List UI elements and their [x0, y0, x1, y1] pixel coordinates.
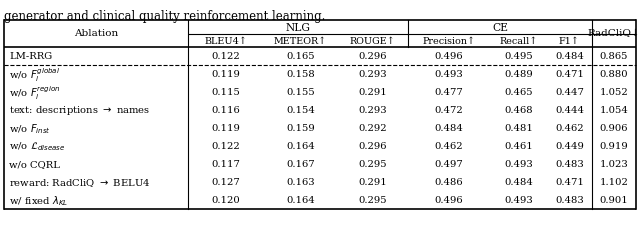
Text: 1.023: 1.023 [600, 160, 628, 169]
Text: 0.493: 0.493 [504, 196, 533, 205]
Text: text: descriptions $\rightarrow$ names: text: descriptions $\rightarrow$ names [9, 104, 150, 117]
Text: 0.906: 0.906 [600, 124, 628, 133]
Text: 0.116: 0.116 [212, 106, 241, 115]
Text: 0.119: 0.119 [212, 70, 241, 79]
Text: 0.122: 0.122 [212, 142, 241, 151]
Text: 0.484: 0.484 [504, 178, 533, 187]
Text: BLEU4↑: BLEU4↑ [205, 37, 248, 46]
Text: 0.477: 0.477 [435, 88, 463, 97]
Text: 0.465: 0.465 [504, 88, 533, 97]
Text: 0.292: 0.292 [358, 124, 387, 133]
Text: 0.295: 0.295 [358, 196, 387, 205]
Text: 0.296: 0.296 [358, 142, 387, 151]
Text: 1.102: 1.102 [600, 178, 628, 187]
Text: 0.295: 0.295 [358, 160, 387, 169]
Text: 0.496: 0.496 [435, 196, 463, 205]
Text: 0.462: 0.462 [555, 124, 584, 133]
Text: 0.155: 0.155 [286, 88, 315, 97]
Text: 0.496: 0.496 [435, 52, 463, 61]
Text: 0.122: 0.122 [212, 52, 241, 61]
Text: w/o $F_l^{region}$: w/o $F_l^{region}$ [9, 84, 60, 102]
Text: 0.164: 0.164 [286, 196, 315, 205]
Text: 0.493: 0.493 [435, 70, 463, 79]
Text: 0.296: 0.296 [358, 52, 387, 61]
Text: Ablation: Ablation [74, 29, 118, 38]
Text: 0.444: 0.444 [555, 106, 584, 115]
Text: 0.901: 0.901 [600, 196, 628, 205]
Text: 0.484: 0.484 [555, 52, 584, 61]
Text: F1↑: F1↑ [559, 37, 580, 46]
Text: 0.483: 0.483 [555, 160, 584, 169]
Text: generator and clinical quality reinforcement learning.: generator and clinical quality reinforce… [4, 10, 325, 23]
Text: 0.117: 0.117 [212, 160, 241, 169]
Text: ROUGE↑: ROUGE↑ [349, 37, 396, 46]
Text: NLG: NLG [285, 23, 310, 33]
Text: 0.919: 0.919 [600, 142, 628, 151]
Text: 0.865: 0.865 [600, 52, 628, 61]
Text: 0.115: 0.115 [212, 88, 241, 97]
Text: 0.293: 0.293 [358, 70, 387, 79]
Text: 0.880: 0.880 [600, 70, 628, 79]
Text: 0.119: 0.119 [212, 124, 241, 133]
Text: 0.471: 0.471 [555, 178, 584, 187]
Text: LM-RRG: LM-RRG [9, 52, 52, 61]
Text: 0.495: 0.495 [504, 52, 533, 61]
Text: Precision↑: Precision↑ [422, 37, 476, 46]
Text: 0.468: 0.468 [504, 106, 533, 115]
Text: 0.493: 0.493 [504, 160, 533, 169]
Text: 0.447: 0.447 [555, 88, 584, 97]
Text: 1.054: 1.054 [600, 106, 628, 115]
Text: 0.472: 0.472 [435, 106, 463, 115]
Text: w/o CQRL: w/o CQRL [9, 160, 60, 169]
Text: 0.164: 0.164 [286, 142, 315, 151]
Text: w/o $F_l^{global}$: w/o $F_l^{global}$ [9, 66, 60, 84]
Text: w/ fixed $\lambda_{KL}$: w/ fixed $\lambda_{KL}$ [9, 194, 68, 208]
Text: CE: CE [492, 23, 508, 33]
Text: 0.158: 0.158 [286, 70, 315, 79]
Text: 0.483: 0.483 [555, 196, 584, 205]
Text: 0.291: 0.291 [358, 178, 387, 187]
Text: 0.462: 0.462 [435, 142, 463, 151]
Text: RadCliQ↓: RadCliQ↓ [588, 29, 640, 38]
Text: 0.484: 0.484 [435, 124, 463, 133]
Text: 0.293: 0.293 [358, 106, 387, 115]
Text: 0.159: 0.159 [286, 124, 315, 133]
Text: 0.163: 0.163 [286, 178, 315, 187]
Text: 0.127: 0.127 [212, 178, 241, 187]
Text: 0.120: 0.120 [212, 196, 241, 205]
Text: METEOR↑: METEOR↑ [274, 37, 327, 46]
Text: 0.497: 0.497 [435, 160, 463, 169]
Text: 0.449: 0.449 [555, 142, 584, 151]
Text: 1.052: 1.052 [600, 88, 628, 97]
Text: 0.167: 0.167 [286, 160, 315, 169]
Text: reward: RadCliQ $\rightarrow$ BELU4: reward: RadCliQ $\rightarrow$ BELU4 [9, 177, 150, 189]
Text: 0.486: 0.486 [435, 178, 463, 187]
Text: 0.461: 0.461 [504, 142, 533, 151]
Text: 0.291: 0.291 [358, 88, 387, 97]
Text: Recall↑: Recall↑ [499, 37, 538, 46]
Text: 0.471: 0.471 [555, 70, 584, 79]
Text: w/o $\mathcal{L}_{disease}$: w/o $\mathcal{L}_{disease}$ [9, 140, 65, 153]
Text: 0.481: 0.481 [504, 124, 533, 133]
Text: w/o $F_{inst}$: w/o $F_{inst}$ [9, 122, 51, 136]
Text: 0.165: 0.165 [286, 52, 315, 61]
Text: 0.489: 0.489 [504, 70, 533, 79]
Text: 0.154: 0.154 [286, 106, 315, 115]
